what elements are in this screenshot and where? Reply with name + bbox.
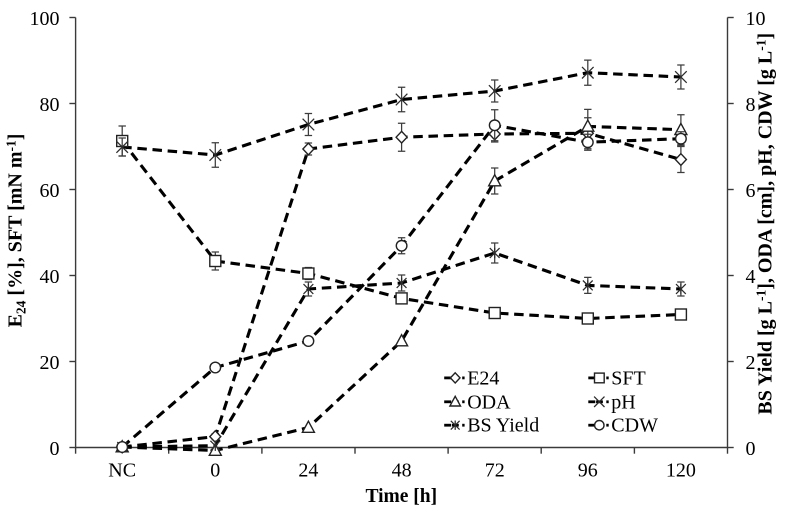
svg-text:48: 48	[392, 460, 412, 482]
svg-text:0: 0	[210, 460, 220, 482]
svg-text:2: 2	[746, 352, 756, 374]
svg-text:100: 100	[30, 8, 60, 30]
svg-text:CDW: CDW	[611, 415, 658, 437]
svg-text:E24 [%], SFT [mN m-1]: E24 [%], SFT [mN m-1]	[4, 134, 29, 328]
svg-text:24: 24	[298, 460, 318, 482]
svg-text:0: 0	[50, 438, 60, 460]
svg-text:10: 10	[746, 8, 766, 30]
svg-text:40: 40	[40, 266, 60, 288]
svg-text:60: 60	[40, 180, 60, 202]
svg-text:SFT: SFT	[611, 367, 645, 389]
svg-text:BS Yield [g L-1], ODA [cm], pH: BS Yield [g L-1], ODA [cm], pH, CDW [g L…	[754, 33, 777, 415]
svg-text:20: 20	[40, 352, 60, 374]
svg-text:E24: E24	[467, 367, 499, 389]
svg-text:120: 120	[666, 460, 696, 482]
svg-text:pH: pH	[611, 391, 635, 413]
svg-text:BS Yield: BS Yield	[467, 415, 539, 437]
svg-text:NC: NC	[108, 460, 136, 482]
svg-text:ODA: ODA	[467, 391, 511, 413]
svg-text:80: 80	[40, 94, 60, 116]
svg-text:4: 4	[746, 266, 756, 288]
svg-text:0: 0	[746, 438, 756, 460]
svg-text:72: 72	[485, 460, 505, 482]
svg-text:96: 96	[578, 460, 598, 482]
svg-text:8: 8	[746, 94, 756, 116]
svg-text:6: 6	[746, 180, 756, 202]
svg-text:Time [h]: Time [h]	[365, 486, 437, 507]
